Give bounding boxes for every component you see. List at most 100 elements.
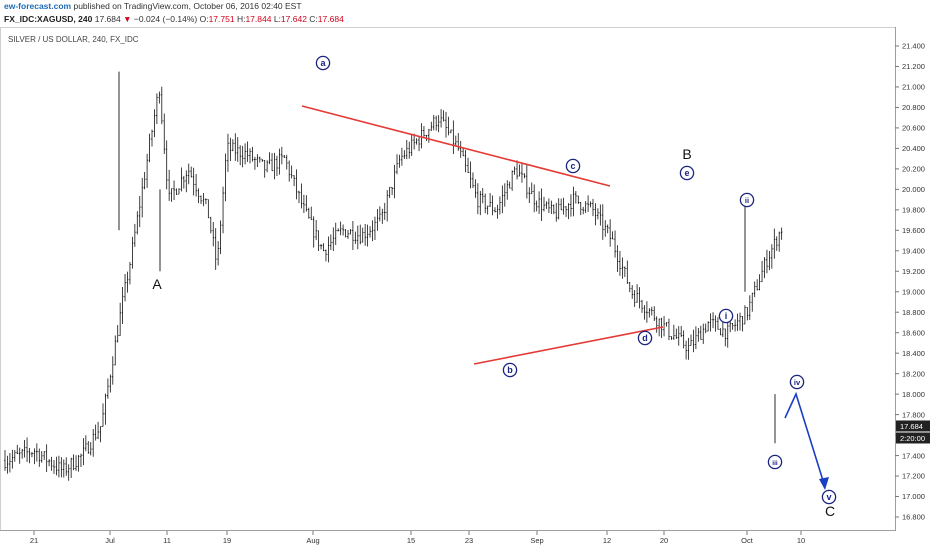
candle bbox=[432, 114, 435, 131]
candle bbox=[557, 198, 560, 220]
candle bbox=[256, 154, 259, 168]
candle bbox=[285, 154, 288, 170]
candle bbox=[410, 133, 413, 157]
upper-trendline bbox=[301, 105, 611, 187]
candle bbox=[53, 459, 55, 474]
candle bbox=[6, 455, 9, 474]
candle bbox=[574, 191, 577, 204]
candle bbox=[342, 224, 344, 236]
wave-circle-text: b bbox=[507, 365, 513, 375]
candle bbox=[266, 160, 269, 173]
candle bbox=[92, 429, 95, 457]
x-tick-label: Aug bbox=[306, 536, 319, 545]
candle bbox=[388, 186, 391, 198]
candle bbox=[775, 236, 778, 251]
candle bbox=[222, 186, 224, 234]
candle bbox=[570, 194, 572, 217]
candle bbox=[288, 160, 291, 182]
low-value: 17.642 bbox=[280, 14, 307, 24]
price-axis: 16.80017.00017.20017.40017.60017.80018.0… bbox=[895, 42, 925, 522]
wave-circle-a: a bbox=[315, 55, 331, 71]
candle bbox=[214, 228, 217, 270]
candle bbox=[347, 230, 349, 239]
candle bbox=[212, 222, 215, 247]
candle bbox=[197, 188, 200, 204]
open-label: O: bbox=[199, 14, 209, 24]
candle bbox=[528, 187, 531, 204]
projection-path bbox=[784, 391, 826, 488]
candle bbox=[11, 449, 14, 469]
candle bbox=[361, 227, 364, 243]
candle bbox=[329, 234, 332, 250]
candle bbox=[687, 337, 690, 360]
plot-frame bbox=[0, 27, 896, 531]
candle bbox=[450, 129, 452, 134]
y-tick-label: 18.000 bbox=[902, 390, 925, 399]
candle bbox=[440, 109, 442, 128]
candle bbox=[494, 207, 496, 213]
candle bbox=[315, 220, 318, 241]
wave-circle-text: iii bbox=[772, 460, 778, 467]
candle bbox=[707, 321, 710, 332]
close-label: C: bbox=[309, 14, 318, 24]
candle bbox=[418, 136, 420, 152]
candle bbox=[50, 456, 53, 471]
candle bbox=[481, 187, 484, 204]
y-tick-label: 20.600 bbox=[902, 124, 925, 133]
candle bbox=[339, 221, 342, 236]
x-tick-label: 11 bbox=[163, 536, 171, 545]
current-price-box bbox=[896, 420, 930, 432]
candle bbox=[349, 229, 352, 235]
candle bbox=[21, 448, 24, 459]
candle bbox=[165, 140, 168, 190]
candle bbox=[611, 231, 614, 240]
candle bbox=[548, 198, 550, 214]
candle bbox=[633, 290, 636, 307]
candle bbox=[386, 190, 389, 222]
candle bbox=[641, 299, 643, 313]
candle bbox=[175, 188, 178, 195]
candle bbox=[761, 260, 763, 283]
candle bbox=[327, 236, 330, 263]
candle bbox=[540, 188, 543, 221]
candle bbox=[244, 143, 246, 165]
candle bbox=[378, 206, 381, 222]
candle bbox=[67, 464, 70, 481]
wave-circle-text: a bbox=[320, 58, 326, 68]
candle bbox=[38, 448, 41, 467]
wave-label-A: A bbox=[152, 276, 162, 292]
candle bbox=[653, 306, 656, 322]
candle bbox=[168, 169, 171, 201]
candle bbox=[114, 335, 117, 366]
candle bbox=[219, 220, 222, 255]
y-tick-label: 20.200 bbox=[902, 165, 925, 174]
candle bbox=[70, 457, 73, 478]
brand-link[interactable]: ew-forecast.com bbox=[4, 1, 72, 11]
candle bbox=[60, 457, 63, 478]
candle bbox=[589, 201, 592, 208]
candle bbox=[685, 340, 687, 360]
candle bbox=[369, 226, 371, 238]
high-value: 17.844 bbox=[245, 14, 272, 24]
close-value: 17.684 bbox=[317, 14, 344, 24]
wave-circle-text: c bbox=[570, 161, 575, 171]
candle bbox=[427, 128, 430, 143]
wave-circle-c: c bbox=[565, 158, 581, 174]
candle bbox=[374, 216, 376, 241]
candle bbox=[650, 306, 653, 316]
candle bbox=[300, 183, 303, 209]
candle bbox=[518, 164, 521, 177]
candle bbox=[268, 152, 271, 165]
candle bbox=[62, 459, 65, 478]
candle bbox=[278, 148, 281, 175]
candle bbox=[23, 439, 26, 458]
y-tick-label: 17.800 bbox=[902, 410, 925, 419]
y-tick-label: 19.200 bbox=[902, 267, 925, 276]
candle bbox=[606, 224, 609, 234]
candle bbox=[111, 356, 114, 385]
wave-circle-e: e bbox=[679, 165, 695, 181]
candle bbox=[151, 129, 153, 147]
chart-header: ew-forecast.com published on TradingView… bbox=[4, 0, 928, 26]
wave-circle-ring bbox=[315, 55, 331, 71]
